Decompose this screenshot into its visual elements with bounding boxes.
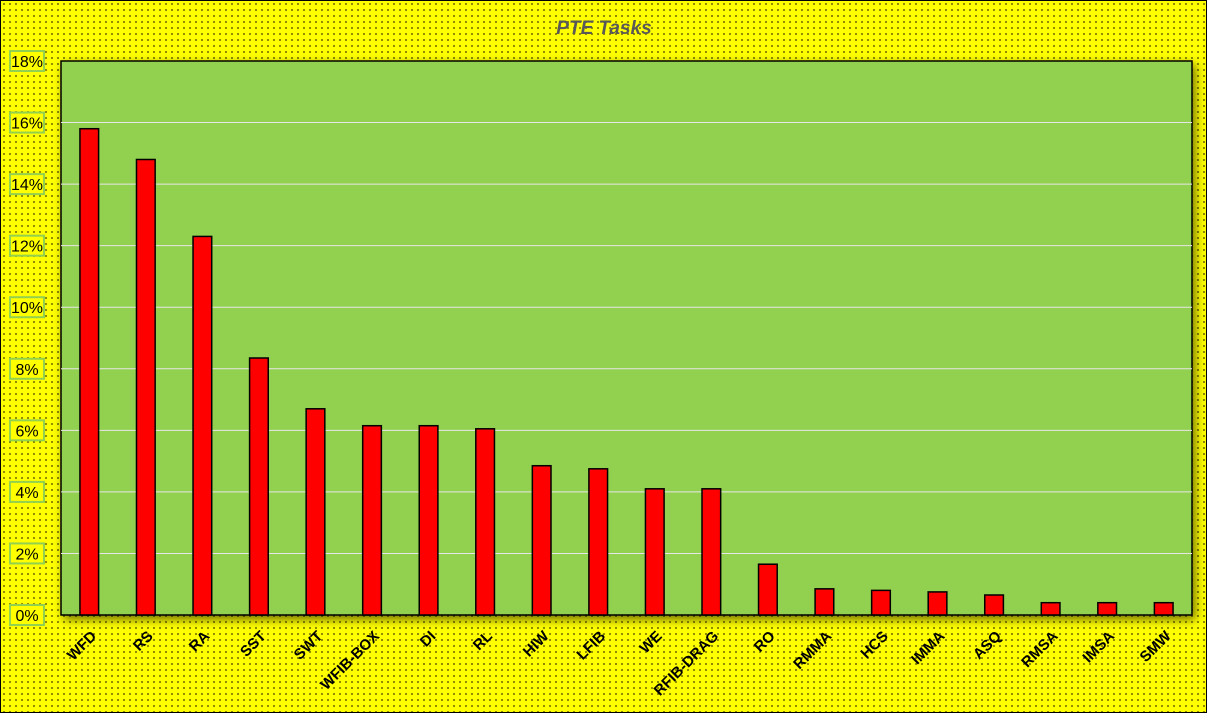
bar-hcs: [870, 589, 892, 616]
bar-lfib: [588, 468, 609, 616]
y-tick-box: [9, 50, 45, 72]
x-category-label: RMMA: [790, 628, 835, 673]
x-category-label: WFD: [64, 628, 100, 664]
bar-swt: [305, 408, 326, 616]
x-category-label: HIW: [520, 627, 553, 660]
y-tick-0: 0%: [9, 604, 45, 626]
y-tick-12: 12%: [9, 234, 45, 257]
bar-ro: [757, 563, 778, 616]
x-category-label: SWT: [291, 628, 327, 664]
bar-sst: [248, 357, 270, 616]
y-tick-label: 18%: [11, 54, 43, 71]
y-tick-8: 8%: [9, 357, 45, 380]
y-tick-16: 16%: [9, 111, 45, 134]
bar-imsa: [1097, 601, 1118, 616]
bar-we: [644, 488, 665, 616]
y-tick-box: [9, 357, 45, 380]
y-tick-label: 6%: [15, 423, 38, 440]
y-tick-label: 12%: [11, 239, 43, 256]
x-category-label: LFIB: [573, 628, 609, 664]
x-category-label: HCS: [857, 628, 891, 662]
y-axis-ticks: 0% 2% 4% 6% 8% 10% 12% 14% 16% 18%: [9, 50, 45, 626]
y-tick-box: [9, 111, 45, 134]
x-category-label: SMW: [1137, 627, 1176, 666]
y-tick-14: 14%: [9, 173, 45, 196]
bar-asq: [983, 594, 1005, 616]
y-tick-2: 2%: [9, 542, 45, 565]
y-tick-box: [9, 480, 45, 503]
y-tick-box: [9, 604, 45, 626]
y-tick-10: 10%: [9, 296, 45, 319]
bar-rl: [475, 428, 496, 616]
plot-area: [60, 60, 1193, 616]
bar-rs: [135, 158, 156, 616]
chart-title: PTE Tasks: [556, 18, 651, 39]
y-tick-4: 4%: [9, 480, 45, 503]
x-category-label: IMSA: [1079, 628, 1118, 667]
bar-smw: [1153, 601, 1174, 616]
bar-wfd: [79, 127, 100, 616]
x-category-label: WE: [636, 628, 665, 657]
y-tick-box: [9, 296, 45, 319]
bar-rmsa: [1040, 601, 1061, 616]
y-tick-box: [9, 234, 45, 257]
y-tick-18: 18%: [9, 50, 45, 72]
x-category-label: RL: [470, 628, 496, 654]
x-category-label: RA: [186, 628, 213, 655]
y-tick-box: [9, 419, 45, 442]
x-category-label: SST: [237, 628, 270, 661]
y-tick-label: 16%: [11, 116, 43, 133]
bar-imma: [927, 591, 948, 616]
y-tick-label: 8%: [15, 362, 38, 379]
bar-rmma: [814, 588, 835, 616]
x-category-label: RS: [130, 628, 157, 655]
x-category-label: WFIB-BOX: [317, 628, 383, 694]
x-category-label: IMMA: [908, 628, 948, 668]
y-tick-box: [9, 173, 45, 196]
bar-rfib-drag: [701, 488, 722, 616]
y-tick-label: 10%: [11, 300, 43, 317]
y-tick-label: 4%: [15, 485, 38, 502]
x-category-label: ASQ: [970, 628, 1005, 663]
bars: [79, 127, 1174, 616]
bar-wfib-box: [361, 424, 383, 616]
bar-ra: [192, 235, 213, 616]
x-category-label: RO: [751, 628, 779, 656]
x-category-label: DI: [417, 628, 440, 651]
y-tick-label: 0%: [15, 608, 38, 625]
y-tick-label: 14%: [11, 177, 43, 194]
bar-di: [418, 424, 439, 616]
y-tick-6: 6%: [9, 419, 45, 442]
x-category-label: RMSA: [1018, 628, 1061, 671]
bar-hiw: [531, 464, 552, 616]
y-tick-box: [9, 542, 45, 565]
y-tick-label: 2%: [15, 546, 38, 563]
